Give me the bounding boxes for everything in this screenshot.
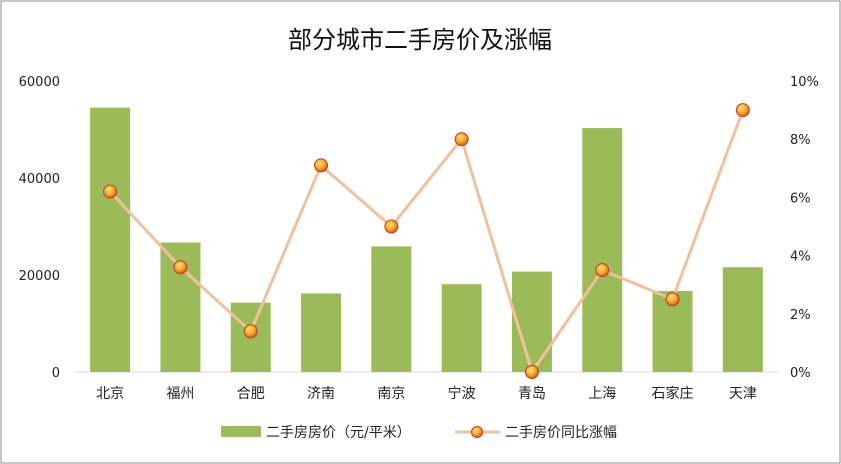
line-point — [454, 132, 469, 147]
line-point — [314, 158, 329, 173]
series-line — [109, 109, 745, 374]
bar — [301, 293, 342, 372]
x-tick-label: 青岛 — [518, 386, 546, 402]
y-left-tick-label: 40000 — [19, 172, 60, 187]
x-tick-label: 南京 — [377, 386, 405, 402]
y-right-tick-label: 0% — [790, 366, 811, 381]
y-left-tick-label: 0 — [52, 366, 60, 381]
line-point — [103, 184, 118, 199]
line-point — [384, 219, 399, 234]
legend-marker — [471, 426, 483, 438]
bar — [441, 284, 482, 372]
line-point — [524, 365, 539, 379]
x-tick-label: 宁波 — [448, 385, 476, 402]
bar — [90, 107, 131, 373]
y-right-tick-label: 10% — [790, 75, 819, 90]
y-right-tick-label: 6% — [790, 191, 811, 206]
line-point — [173, 260, 188, 275]
bar — [722, 267, 763, 372]
chart-title: 部分城市二手房价及涨幅 — [288, 26, 552, 54]
line-series — [103, 103, 750, 379]
line-point — [665, 292, 680, 307]
line-point — [243, 324, 258, 339]
x-tick-label: 济南 — [307, 386, 335, 402]
x-tick-label: 北京 — [96, 386, 124, 402]
x-tick-label: 福州 — [166, 386, 194, 402]
legend: 二手房房价（元/平米） 二手房价同比涨幅 — [221, 425, 617, 441]
y-left-tick-label: 20000 — [19, 269, 60, 284]
y-right-tick-label: 2% — [790, 308, 811, 323]
legend-swatch-bar — [221, 426, 261, 437]
bar — [371, 246, 412, 372]
y-right-tick-label: 4% — [790, 250, 811, 265]
y-left-tick-label: 60000 — [19, 75, 60, 90]
line-point — [735, 103, 750, 118]
line-point — [595, 263, 610, 278]
y-right-tick-label: 8% — [790, 133, 811, 148]
legend-label-line: 二手房价同比涨幅 — [505, 425, 617, 441]
legend-label-bar: 二手房房价（元/平米） — [266, 425, 411, 441]
x-tick-label: 合肥 — [237, 386, 265, 402]
x-tick-label: 上海 — [588, 386, 616, 402]
x-tick-label: 天津 — [729, 386, 757, 402]
x-tick-label: 石家庄 — [652, 385, 694, 402]
bar — [582, 128, 623, 372]
